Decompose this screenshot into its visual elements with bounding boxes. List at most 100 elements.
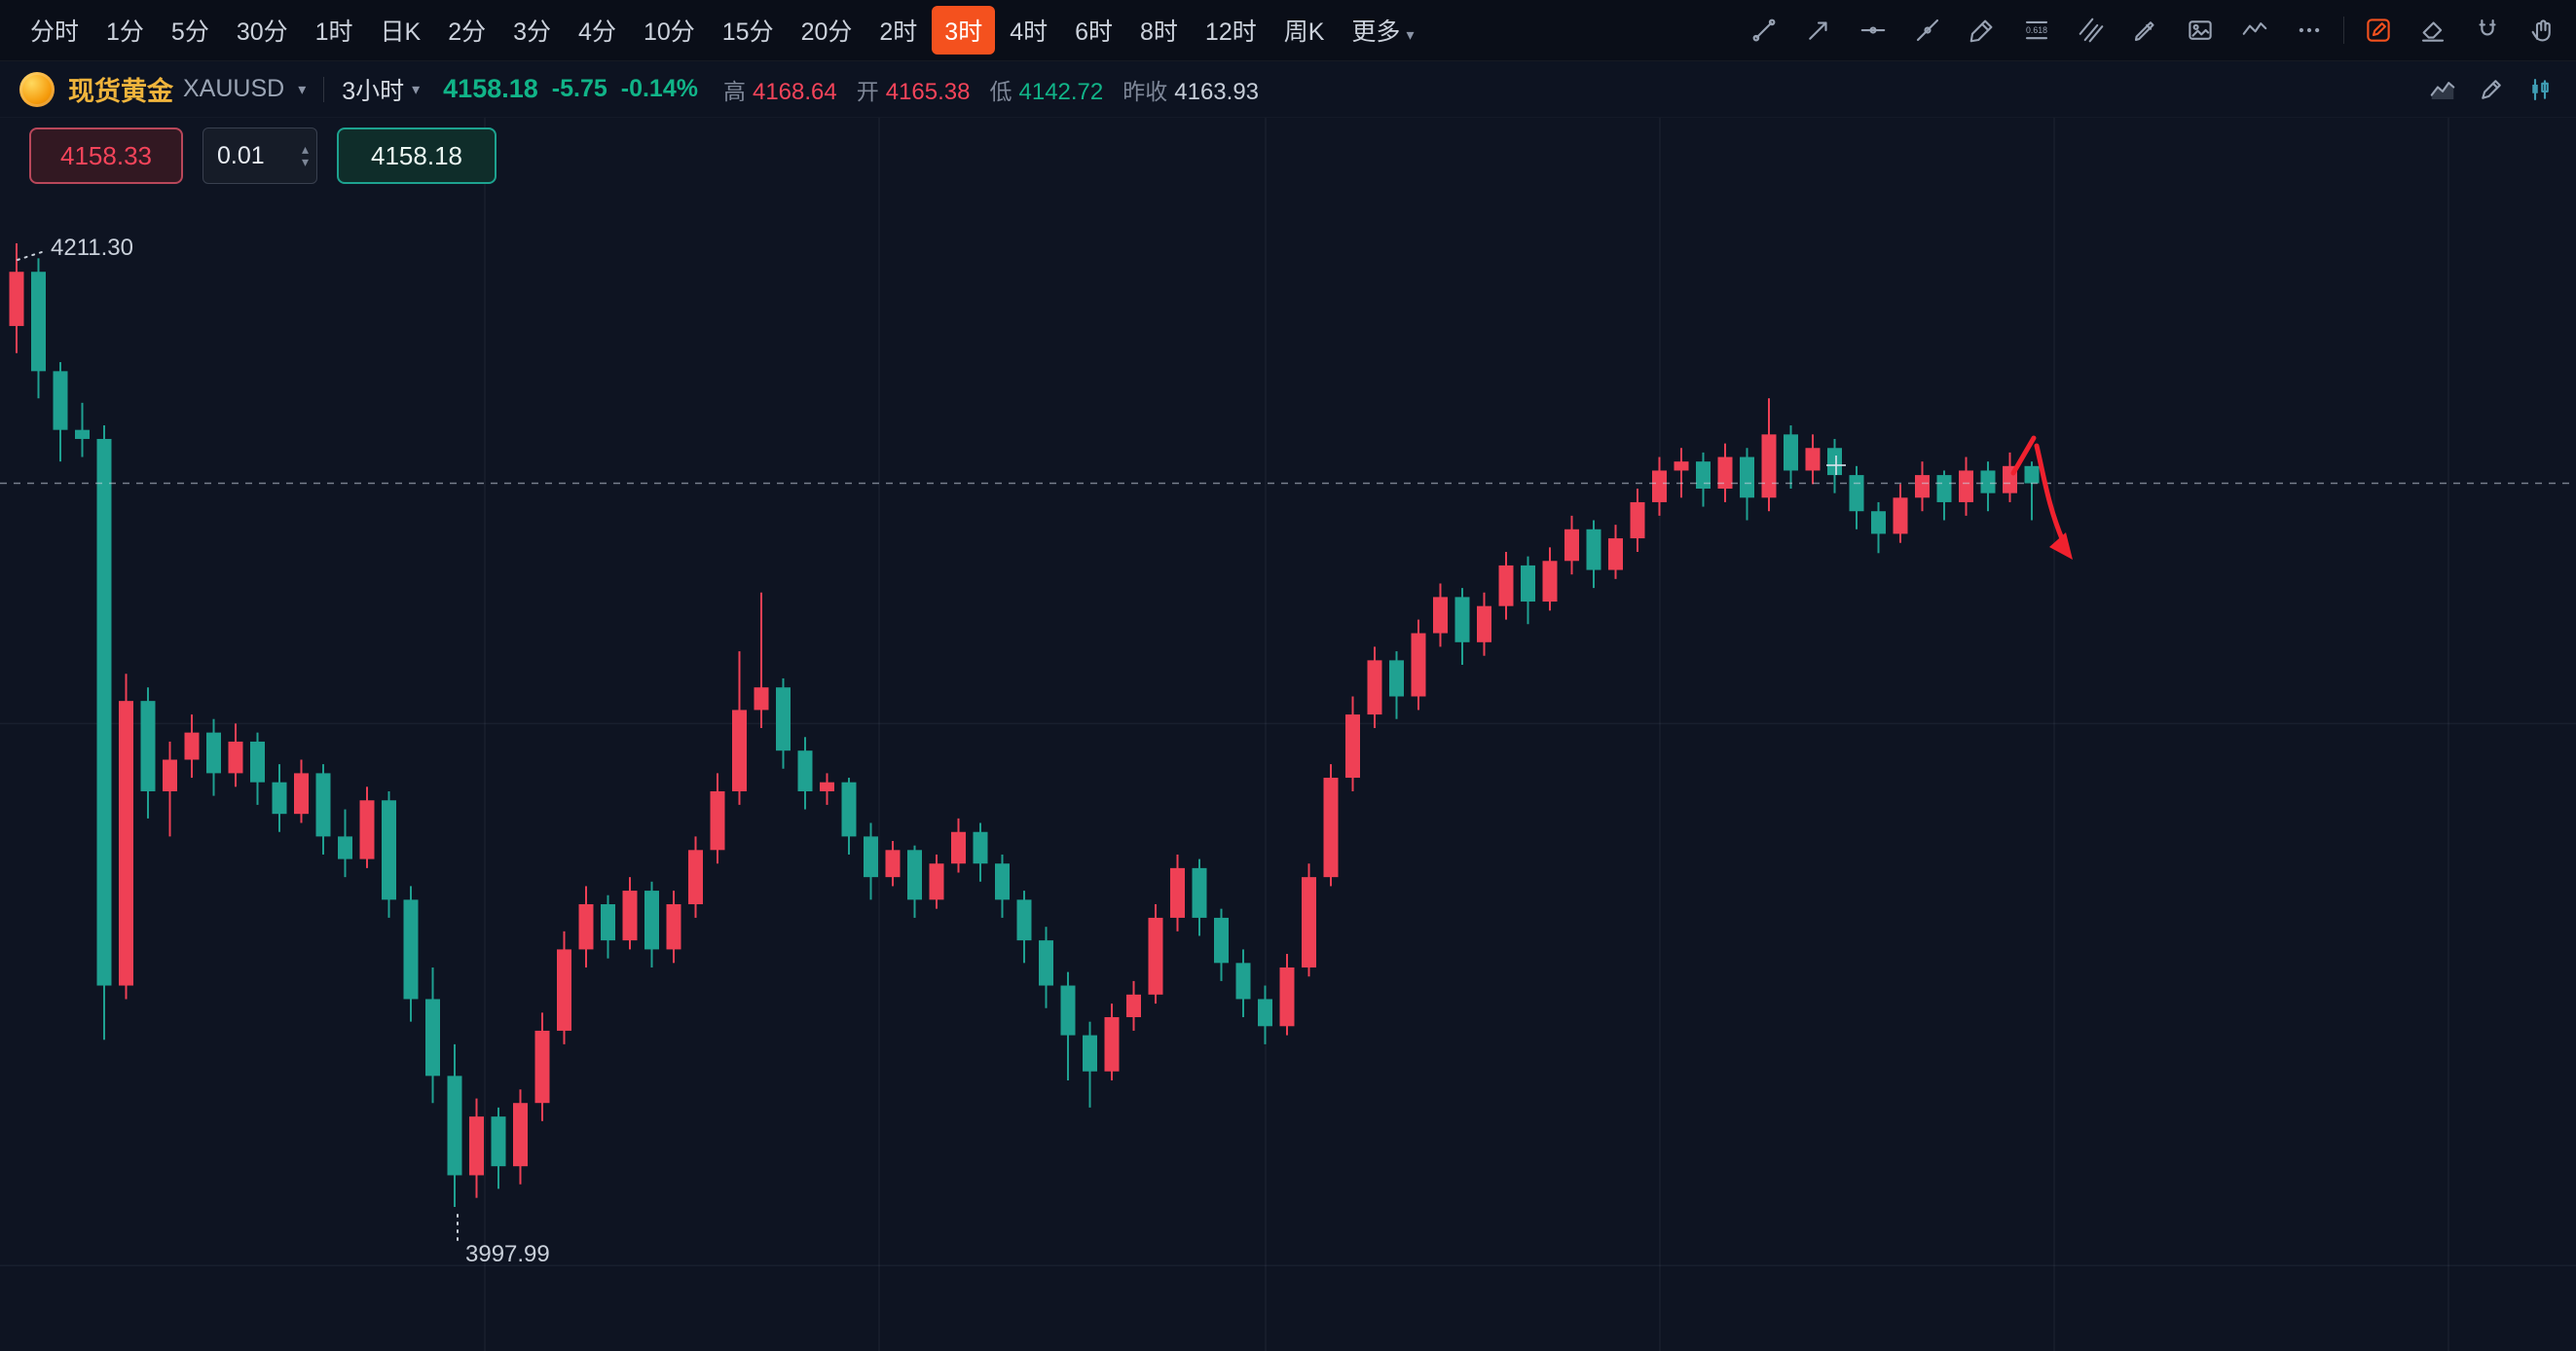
timeframe-15分[interactable]: 15分 <box>721 18 774 46</box>
symbol-ticker[interactable]: XAUUSD <box>183 75 285 102</box>
timeframe-more[interactable]: 更多 ▾ <box>1339 6 1426 55</box>
trend-line-icon[interactable] <box>1748 14 1781 47</box>
candle-body <box>534 1030 550 1104</box>
quantity-value[interactable]: 0.01 <box>217 141 265 169</box>
stat-value: 4142.72 <box>1018 78 1104 105</box>
candle-body <box>1345 714 1360 779</box>
candle-body <box>1498 565 1514 606</box>
candle-body <box>885 850 901 878</box>
trend-arrow-annotation[interactable] <box>2010 435 2073 560</box>
quantity-increase-button[interactable]: ▴ <box>301 141 309 157</box>
parallel-channel-icon[interactable] <box>2075 14 2108 47</box>
candle-body <box>1674 461 1689 471</box>
fib-retracement-icon[interactable]: 0.618 <box>2020 14 2053 47</box>
timeframe-周K[interactable]: 周K <box>1283 18 1325 46</box>
image-icon[interactable] <box>2184 14 2217 47</box>
candle-body <box>53 371 68 430</box>
timeframe-2时[interactable]: 2时 <box>879 18 918 46</box>
stat-昨收: 昨收 4163.93 <box>1122 73 1259 106</box>
angle-line-icon[interactable] <box>1911 14 1944 47</box>
timeframe-4分[interactable]: 4分 <box>578 18 616 46</box>
candle-body <box>688 850 703 904</box>
ray-arrow-icon[interactable] <box>1802 14 1835 47</box>
timeframe-1分[interactable]: 1分 <box>106 18 144 46</box>
more-label: 更多 <box>1351 18 1401 46</box>
timeframe-6时[interactable]: 6时 <box>1075 18 1114 46</box>
buy-button[interactable]: 4158.18 <box>337 128 497 184</box>
high-annotation: 4211.30 <box>17 235 133 261</box>
candle-body <box>1039 940 1053 986</box>
divider <box>323 76 325 102</box>
candle-body <box>491 1116 506 1167</box>
more-icon[interactable] <box>2293 14 2326 47</box>
toolbar-right: 0.618 <box>1748 14 2558 47</box>
symbol-bar: 现货黄金 XAUUSD ▾ 3小时 ▾ 4158.18 -5.75 -0.14%… <box>0 61 2576 118</box>
sell-button[interactable]: 4158.33 <box>29 128 183 184</box>
candle-body <box>250 741 265 783</box>
candle-body <box>75 429 90 439</box>
candle-body <box>1936 475 1952 502</box>
timeframe-list: 分时 1分 5分 30分 1时 日K 2分 3分 4分 10分 15分 20分 2时 3时 4时 6时 8时 12… <box>18 6 1426 55</box>
candle-body <box>425 999 440 1077</box>
candle-body <box>1411 633 1426 697</box>
interval-label: 3小时 <box>342 77 405 105</box>
candle-body <box>1696 461 1711 490</box>
svg-text:4211.30: 4211.30 <box>51 235 133 261</box>
candle-body <box>119 701 133 986</box>
candle-body <box>1454 597 1470 642</box>
wave-icon[interactable] <box>2238 14 2271 47</box>
quantity-decrease-button[interactable]: ▾ <box>301 154 309 169</box>
timeframe-3时[interactable]: 3时 <box>932 6 996 55</box>
marker-icon[interactable] <box>2129 14 2162 47</box>
quantity-stepper[interactable]: 0.01 ▴ ▾ <box>202 128 317 184</box>
symbol-name[interactable]: 现货黄金 <box>68 77 173 106</box>
candle-body <box>382 800 396 900</box>
candle-body <box>338 836 352 859</box>
candle-body <box>1849 475 1864 512</box>
timeframe-5分[interactable]: 5分 <box>170 18 209 46</box>
timeframe-日K[interactable]: 日K <box>380 18 422 46</box>
timeframe-8时[interactable]: 8时 <box>1140 18 1178 46</box>
area-chart-icon[interactable] <box>2426 73 2459 106</box>
candle-body <box>1060 985 1076 1036</box>
stat-value: 4163.93 <box>1174 78 1260 105</box>
timeframe-20分[interactable]: 20分 <box>800 18 853 46</box>
candle-body <box>272 782 287 815</box>
candle-body <box>644 891 659 950</box>
price-change-percent: -0.14% <box>620 75 698 102</box>
candlestick-settings-icon[interactable] <box>2523 73 2557 106</box>
candles <box>9 243 2040 1207</box>
timeframe-2分[interactable]: 2分 <box>448 18 487 46</box>
candle-body <box>1477 605 1491 642</box>
candle-body <box>1784 434 1798 471</box>
timeframe-10分[interactable]: 10分 <box>643 18 695 46</box>
edit-pencil-icon[interactable] <box>2475 73 2508 106</box>
horizontal-line-icon[interactable] <box>1857 14 1890 47</box>
symbol-chevron-down-icon[interactable]: ▾ <box>298 81 307 98</box>
candle-body <box>1740 456 1754 498</box>
candle-body <box>1827 448 1842 476</box>
timeframe-3分[interactable]: 3分 <box>513 18 552 46</box>
candle-body <box>294 773 309 815</box>
candle-body <box>1302 877 1316 968</box>
timeframe-30分[interactable]: 30分 <box>236 18 288 46</box>
timeframe-4时[interactable]: 4时 <box>1010 18 1049 46</box>
timeframe-1时[interactable]: 1时 <box>314 18 353 46</box>
stat-低: 低 4142.72 <box>990 73 1104 106</box>
magnet-icon[interactable] <box>2471 14 2504 47</box>
notes-icon[interactable] <box>2362 14 2395 47</box>
candle-body <box>1521 565 1535 602</box>
candle-body <box>995 863 1010 900</box>
timeframe-12时[interactable]: 12时 <box>1204 18 1257 46</box>
candle-body <box>1433 597 1448 634</box>
candle-body <box>228 741 243 774</box>
last-price: 4158.18 <box>443 74 538 103</box>
eraser-icon[interactable] <box>2416 14 2449 47</box>
hand-icon[interactable] <box>2525 14 2558 47</box>
brush-icon[interactable] <box>1966 14 1999 47</box>
candle-body <box>1258 999 1272 1027</box>
timeframe-分时[interactable]: 分时 <box>30 18 80 46</box>
candle-body <box>1016 899 1032 941</box>
interval-selector[interactable]: 3小时 ▾ <box>342 72 420 107</box>
